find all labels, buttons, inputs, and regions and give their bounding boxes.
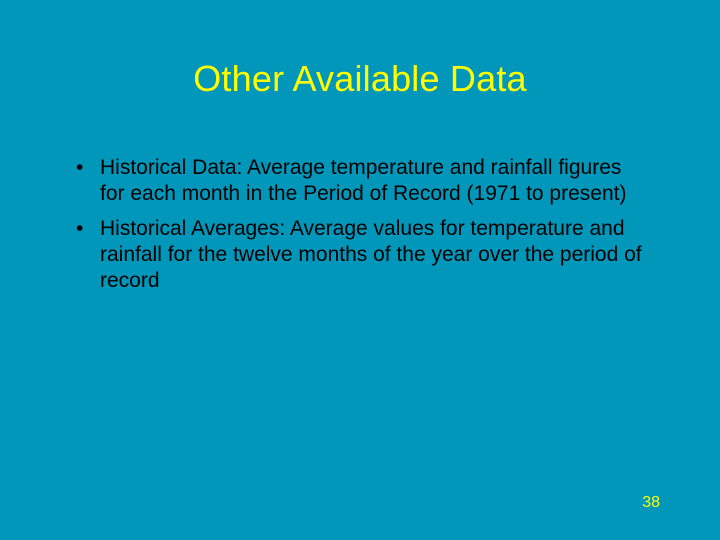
slide: Other Available Data Historical Data: Av… <box>0 0 720 540</box>
slide-title: Other Available Data <box>0 58 720 100</box>
slide-body: Historical Data: Average temperature and… <box>72 155 648 302</box>
bullet-list: Historical Data: Average temperature and… <box>72 155 648 294</box>
list-item: Historical Averages: Average values for … <box>72 216 648 295</box>
list-item: Historical Data: Average temperature and… <box>72 155 648 208</box>
page-number: 38 <box>642 494 660 512</box>
